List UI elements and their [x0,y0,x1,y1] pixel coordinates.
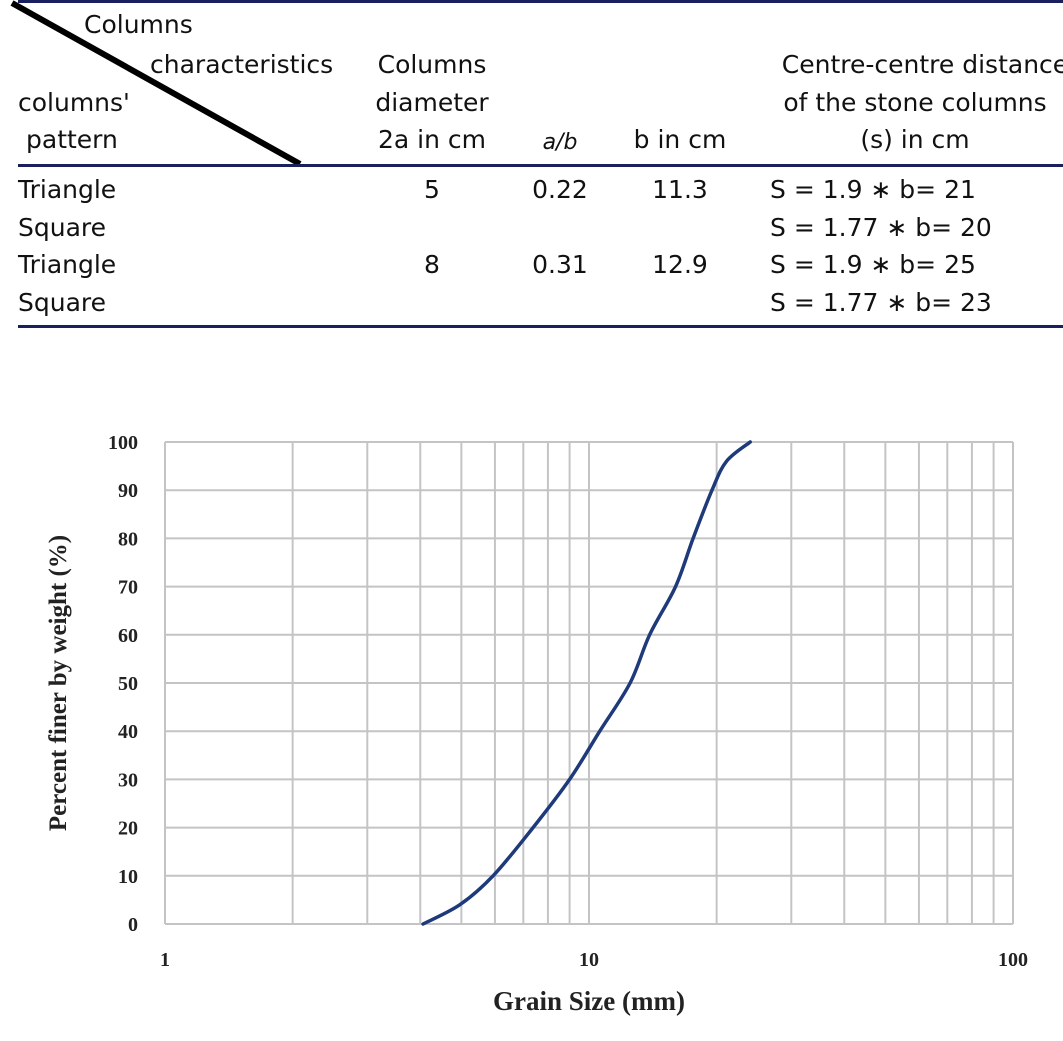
x-axis-label: Grain Size (mm) [493,986,685,1016]
cell-pattern: Triangle [18,175,117,204]
header-distance-2: of the stone columns [783,88,1047,117]
y-tick-label: 30 [118,769,138,791]
cell-diameter: 8 [424,250,440,279]
cell-pattern: Square [18,288,107,317]
y-tick-label: 60 [118,625,138,647]
y-axis-label: Percent finer by weight (%) [45,535,72,831]
y-tick-label: 10 [118,866,138,888]
y-tick-label: 20 [118,818,138,840]
header-distance-3: (s) in cm [860,125,970,154]
header-diameter-3: 2a in cm [377,125,486,154]
header-columns: Columns [84,10,193,39]
cell-ratio: 0.31 [532,250,588,279]
y-tick-label: 90 [118,480,138,502]
y-tick-label: 100 [108,432,138,454]
cell-distance: S = 1.9 ∗ b= 25 [770,250,976,279]
gradation-curve [421,440,752,926]
header-diameter-1: Columns [377,50,487,79]
header-characteristics: characteristics [150,50,334,79]
y-tick-label: 50 [118,673,138,695]
x-tick-label: 100 [998,949,1028,971]
cell-distance: S = 1.77 ∗ b= 23 [770,288,992,317]
cell-b: 11.3 [652,175,708,204]
cell-b: 12.9 [652,250,708,279]
y-tick-label: 80 [118,528,138,550]
cell-diameter: 5 [424,175,440,204]
y-tick-label: 40 [118,721,138,743]
y-tick-label: 0 [128,914,138,936]
cell-pattern: Triangle [18,250,117,279]
header-distance-1: Centre-centre distance [781,50,1063,79]
cell-distance: S = 1.9 ∗ b= 21 [770,175,976,204]
cell-distance: S = 1.77 ∗ b= 20 [770,213,992,242]
x-tick-label: 10 [579,949,599,971]
table-bottom-rule [18,325,1063,328]
diagonal-header-line [10,0,302,167]
header-columns-pattern: columns' [18,88,130,117]
x-tick-label: 1 [160,949,170,971]
cell-pattern: Square [18,213,107,242]
table-top-rule [18,0,1063,3]
header-diameter-2: diameter [375,88,489,117]
cell-ratio: 0.22 [532,175,588,204]
table-header-rule [18,164,1063,167]
y-tick-label: 70 [118,577,138,599]
header-pattern: pattern [26,125,118,154]
header-b: b in cm [633,125,727,154]
data-table: Columns characteristics columns' pattern… [0,0,1063,330]
header-ratio: a/b [542,130,578,155]
